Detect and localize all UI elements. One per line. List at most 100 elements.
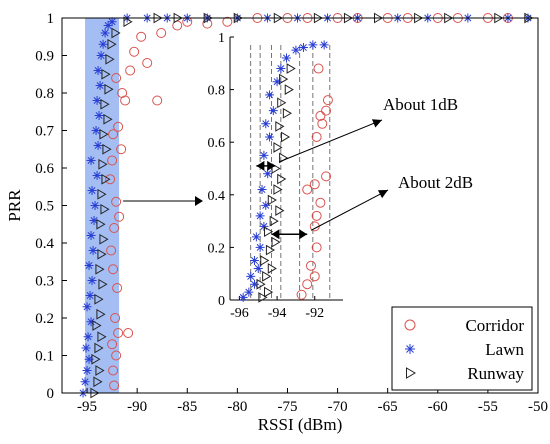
data-point — [86, 156, 96, 165]
inset-data-point — [315, 110, 326, 121]
inset-data-point — [246, 271, 256, 281]
data-point — [84, 354, 94, 364]
inset-data-point — [319, 40, 329, 50]
inset-x-tick-label: -96 — [230, 306, 249, 321]
x-tick-label: -75 — [277, 399, 297, 415]
main-plot: -95 -90 -85 -80 -75 -70 -65 -60 -55 -50 0 0.1 0.2 0.3… — [5, 11, 548, 434]
data-point — [123, 16, 133, 28]
data-point — [82, 366, 92, 375]
data-point — [88, 246, 98, 255]
data-point — [114, 211, 125, 222]
data-point — [90, 201, 100, 210]
inset-data-point — [321, 105, 332, 116]
data-point — [87, 186, 97, 195]
data-point — [101, 173, 111, 185]
inset-plot: -96 -94 -92 0 0.2 0.4 0.6 0.8 1 — [200, 29, 353, 324]
x-tick-label: -90 — [127, 399, 147, 415]
inset-data-point — [284, 84, 294, 95]
y-axis-label: PRR — [5, 189, 24, 222]
arrowhead — [195, 196, 203, 206]
legend-marker — [404, 319, 416, 331]
inset-data-point — [272, 77, 282, 87]
x-tick-label: -60 — [428, 399, 448, 415]
data-point — [111, 27, 121, 39]
inset-data-point — [269, 215, 279, 227]
data-point — [96, 218, 106, 230]
inset-data-point — [315, 197, 326, 208]
inset-data-point — [253, 263, 263, 273]
inset-data-point — [309, 271, 320, 282]
inset-data-point — [279, 73, 289, 85]
data-point — [92, 171, 102, 180]
data-point — [142, 58, 153, 68]
data-point — [107, 155, 118, 166]
x-tick-label: -95 — [77, 399, 97, 415]
data-point — [98, 39, 108, 49]
data-point — [108, 129, 119, 140]
y-tick-label: 0.9 — [35, 49, 54, 65]
data-point — [120, 95, 131, 106]
y-tick-label: 0.3 — [35, 274, 54, 290]
inset-y-tick-label: 0 — [218, 294, 225, 309]
y-tick-label: 0.4 — [35, 236, 54, 252]
inset-data-point — [265, 244, 276, 256]
legend-entry-lawn: Lawn — [405, 340, 524, 359]
inset-data-point — [273, 184, 283, 195]
data-point — [98, 278, 108, 290]
data-point — [152, 95, 163, 106]
x-axis-label: RSSI (dBm) — [258, 415, 343, 434]
data-point — [113, 328, 124, 338]
arrowhead — [371, 119, 382, 128]
data-point — [85, 291, 95, 300]
data-point — [103, 21, 113, 30]
inset-data-point — [286, 63, 296, 74]
inset-y-tick-label: 0.4 — [208, 189, 226, 204]
x-tick-label: -65 — [378, 399, 398, 415]
data-point — [95, 365, 105, 376]
inset-data-point — [302, 184, 313, 195]
main-axes: -95 -90 -85 -80 -75 -70 -65 -60 -55 -50 0 0.1 0.2 0.3… — [35, 11, 548, 415]
data-point — [104, 83, 114, 95]
main-series-layer — [78, 12, 534, 399]
inset-data-point — [275, 205, 285, 216]
data-point — [112, 283, 123, 293]
y-tick-label: 1 — [47, 11, 55, 27]
legend-box — [391, 306, 533, 391]
legend-label: Runway — [467, 364, 524, 383]
data-point — [108, 264, 119, 275]
data-point — [101, 68, 111, 80]
data-point — [97, 188, 107, 200]
inset-y-tick-label: 0.6 — [208, 136, 226, 151]
inset-data-point — [282, 53, 291, 63]
data-point — [110, 313, 121, 323]
inset-data-point — [261, 200, 271, 210]
inset-data-point — [265, 90, 275, 100]
y-tick-label: 0.1 — [35, 349, 54, 365]
inset-data-point — [305, 260, 316, 271]
inset-data-point — [262, 270, 272, 282]
legend-label: Lawn — [485, 340, 524, 359]
inset-data-point — [276, 64, 286, 74]
y-tick-label: 0.5 — [35, 199, 54, 215]
data-point — [111, 73, 122, 83]
inset-data-point — [317, 118, 328, 129]
arrowhead — [271, 229, 280, 240]
data-point — [111, 196, 122, 207]
data-point — [107, 339, 118, 350]
data-point — [116, 144, 127, 155]
data-point — [107, 38, 117, 50]
inset-data-point — [260, 255, 270, 266]
data-point — [81, 343, 91, 353]
inset-y-tick-label: 0.2 — [208, 241, 226, 256]
data-point — [94, 342, 104, 354]
data-point — [80, 377, 90, 387]
inset-data-point — [267, 194, 277, 206]
inset-data-point — [264, 226, 274, 237]
inset-data-point — [238, 292, 248, 302]
inset-interval-arrows — [256, 160, 308, 240]
annotation-about-2db: About 2dB — [398, 173, 473, 192]
inset-data-point — [273, 142, 283, 153]
data-point — [100, 28, 110, 38]
data-point — [97, 331, 107, 343]
